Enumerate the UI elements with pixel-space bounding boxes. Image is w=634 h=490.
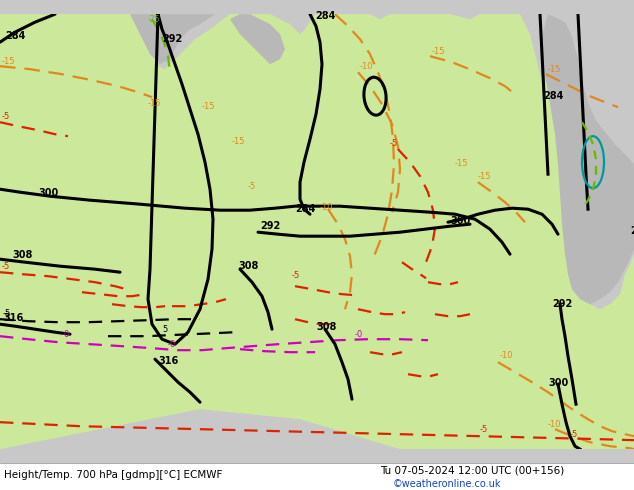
Text: -5: -5 <box>3 309 11 318</box>
Text: -15: -15 <box>478 172 491 181</box>
Text: -15: -15 <box>232 137 245 146</box>
Text: 2: 2 <box>630 226 634 236</box>
Text: 316: 316 <box>158 356 178 366</box>
Text: ©weatheronline.co.uk: ©weatheronline.co.uk <box>393 479 501 489</box>
Text: -15: -15 <box>148 99 162 108</box>
Text: -5: -5 <box>570 430 578 439</box>
Text: -15: -15 <box>548 65 562 74</box>
Text: 308: 308 <box>238 261 259 271</box>
Text: 316: 316 <box>3 313 23 323</box>
Text: -5: -5 <box>2 262 10 271</box>
Text: -10: -10 <box>360 62 373 71</box>
Text: 5: 5 <box>162 325 167 334</box>
Text: -10: -10 <box>548 420 562 429</box>
Text: -5: -5 <box>390 139 398 148</box>
Polygon shape <box>0 14 634 449</box>
Text: Tu 07-05-2024 12:00 UTC (00+156): Tu 07-05-2024 12:00 UTC (00+156) <box>380 466 565 476</box>
Text: -5: -5 <box>480 425 488 434</box>
Text: 292: 292 <box>260 221 280 231</box>
Text: -5: -5 <box>248 182 256 191</box>
Text: 284: 284 <box>543 91 564 101</box>
Text: -15: -15 <box>202 102 216 111</box>
Text: 308: 308 <box>12 250 32 260</box>
Text: -0: -0 <box>168 340 176 349</box>
Polygon shape <box>0 464 634 490</box>
Text: -0: -0 <box>355 330 363 339</box>
Polygon shape <box>230 14 285 64</box>
Text: -10: -10 <box>500 351 514 360</box>
Text: 292: 292 <box>162 34 182 44</box>
Text: 300: 300 <box>548 378 568 388</box>
Text: 300: 300 <box>450 216 470 226</box>
Text: 284: 284 <box>315 11 335 21</box>
Text: -15: -15 <box>2 57 15 66</box>
Text: 284: 284 <box>295 204 315 214</box>
Text: -5: -5 <box>2 112 10 121</box>
Text: 292: 292 <box>552 299 573 309</box>
Text: -5: -5 <box>292 271 301 280</box>
Polygon shape <box>540 14 634 304</box>
Text: 300: 300 <box>38 188 58 198</box>
Text: 308: 308 <box>316 322 337 332</box>
Text: -0: -0 <box>62 330 70 339</box>
Polygon shape <box>130 14 215 64</box>
Text: Height/Temp. 700 hPa [gdmp][°C] ECMWF: Height/Temp. 700 hPa [gdmp][°C] ECMWF <box>4 470 223 480</box>
Text: -15: -15 <box>455 159 469 168</box>
Text: -10: -10 <box>320 203 333 212</box>
Text: -15: -15 <box>432 47 446 56</box>
Text: -25: -25 <box>148 15 160 24</box>
Text: 284: 284 <box>5 31 25 41</box>
